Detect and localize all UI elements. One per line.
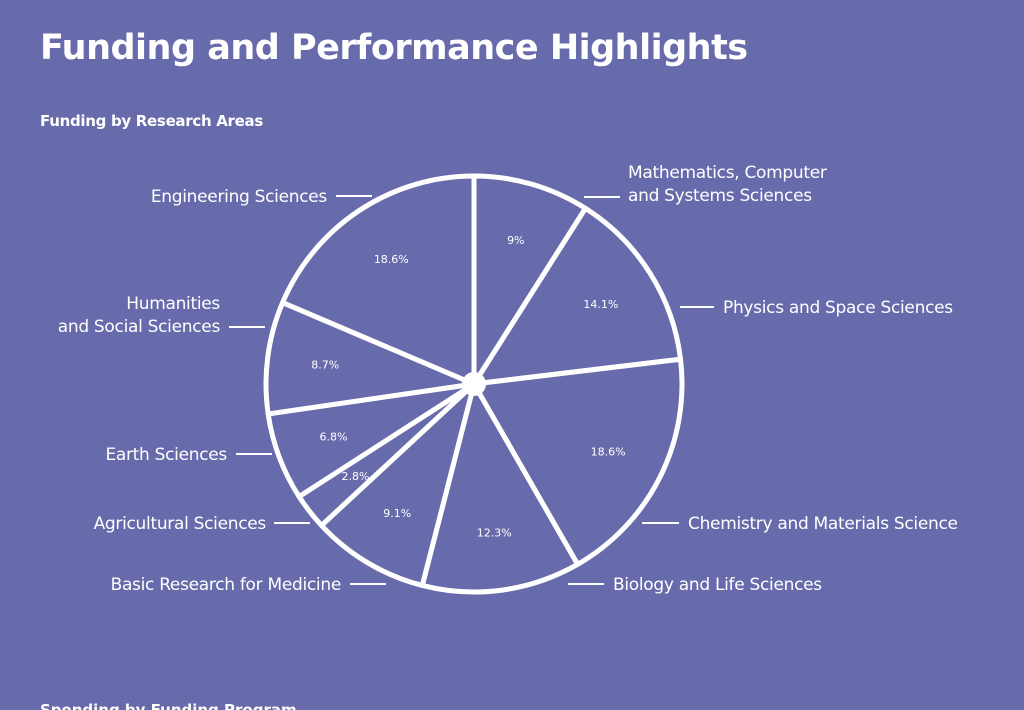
pie-slice [471, 356, 685, 567]
pie-center-hub [462, 372, 486, 396]
slice-percent-label: 8.7% [311, 359, 339, 372]
pie-slice [280, 173, 477, 387]
slice-category-label: Humanities [126, 294, 220, 314]
pie-slices [263, 173, 685, 595]
slice-percent-label: 6.8% [320, 431, 348, 444]
slice-percent-label: 2.8% [342, 470, 370, 483]
pie-slice [318, 381, 477, 588]
slice-percent-label: 18.6% [591, 445, 626, 458]
slice-percent-label: 9% [507, 234, 524, 247]
slice-percent-label: 14.1% [583, 298, 618, 311]
pie-slice [471, 173, 588, 387]
slice-category-label: Mathematics, Computer [628, 163, 827, 183]
slice-category-label: and Social Sciences [58, 317, 221, 337]
slice-category-label: Biology and Life Sciences [613, 575, 822, 595]
slice-category-label: Physics and Space Sciences [723, 298, 953, 318]
pie-percent-labels: 9% 14.1% 18.6% 12.3% 9.1% 2.8% 6.8% 8.7% 18.6% [311, 234, 625, 540]
slice-category-label: Earth Sciences [105, 445, 227, 465]
slice-percent-label: 18.6% [374, 253, 409, 266]
slice-category-label: Chemistry and Materials Science [688, 514, 958, 534]
slice-category-label: Engineering Sciences [151, 187, 328, 207]
page-title: Funding and Performance Highlights [40, 28, 748, 68]
pie-slice [263, 300, 477, 417]
slice-percent-label: 9.1% [383, 507, 411, 520]
chart-title: Funding by Research Areas [40, 112, 263, 130]
slice-percent-label: 12.3% [477, 527, 512, 540]
slice-category-label: Basic Research for Medicine [111, 575, 341, 595]
slice-category-label: and Systems Sciences [628, 186, 812, 206]
next-section-heading: Spending by Funding Program [40, 701, 297, 710]
pie-slice [471, 205, 684, 387]
slice-category-label: Agricultural Sciences [94, 514, 267, 534]
pie-category-labels: Mathematics, Computer and Systems Science… [58, 163, 958, 595]
